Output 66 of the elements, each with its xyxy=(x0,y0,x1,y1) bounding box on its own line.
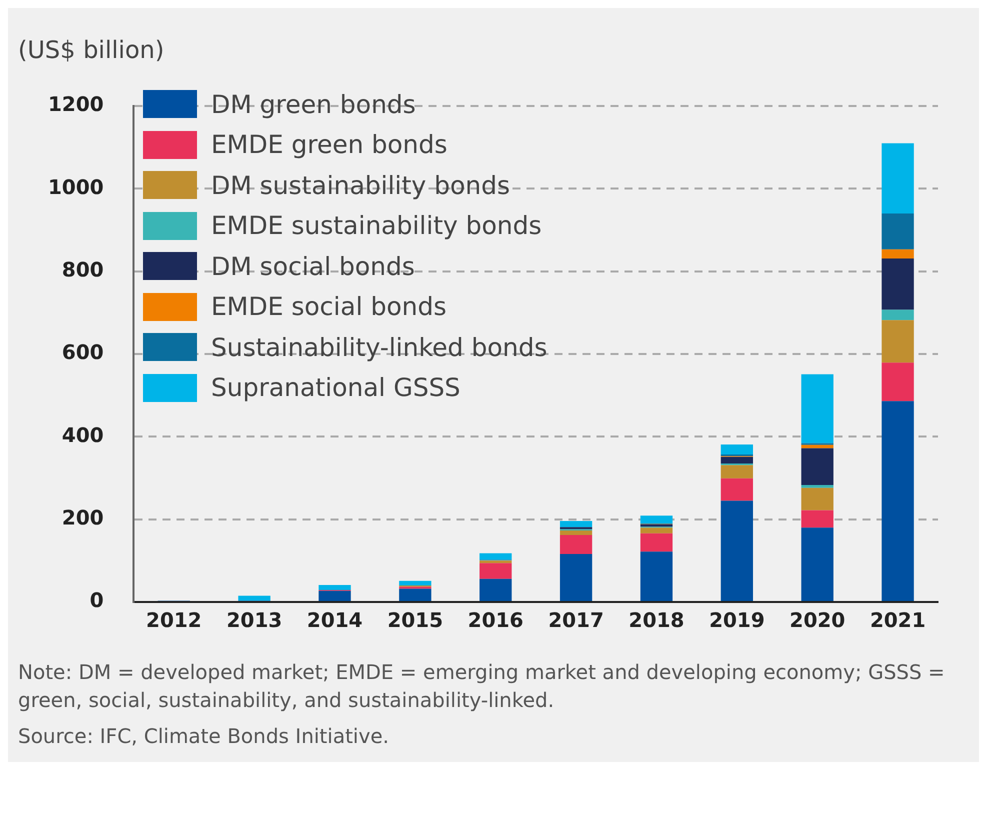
bar xyxy=(560,530,592,536)
y-tick-label: 1000 xyxy=(48,174,104,199)
bar xyxy=(560,520,592,528)
x-tick-label: 2014 xyxy=(306,608,363,632)
y-tick-label: 600 xyxy=(62,340,104,364)
x-tick-label: 2012 xyxy=(146,608,202,632)
bar xyxy=(882,213,914,250)
x-tick-label: 2019 xyxy=(709,608,765,632)
bar xyxy=(318,585,351,590)
y-tick-label: 1200 xyxy=(48,92,104,116)
chart-title: (US$ billion) xyxy=(17,35,166,64)
bar xyxy=(640,533,673,552)
bar xyxy=(882,320,914,363)
bar xyxy=(882,258,914,310)
bar xyxy=(399,588,432,601)
bar xyxy=(560,554,592,601)
bar xyxy=(560,535,592,554)
bar xyxy=(238,596,270,601)
bar xyxy=(801,374,834,444)
bar xyxy=(720,444,754,454)
y-tick-label: 0 xyxy=(90,588,104,612)
bar xyxy=(801,444,834,448)
bar xyxy=(801,485,834,488)
legend-label: EMDE green bonds xyxy=(211,130,448,160)
y-tick-label: 200 xyxy=(62,506,104,530)
bar xyxy=(801,488,834,510)
bar xyxy=(480,578,512,601)
bar xyxy=(480,560,512,564)
bar xyxy=(882,401,914,601)
x-tick-label: 2020 xyxy=(790,608,846,632)
bar xyxy=(640,524,673,527)
bar xyxy=(882,249,914,259)
bar xyxy=(640,528,673,534)
bar xyxy=(720,478,754,501)
y-tick-label: 400 xyxy=(62,422,104,447)
bar xyxy=(801,510,834,528)
x-tick-label: 2016 xyxy=(468,608,524,632)
bar xyxy=(882,143,914,214)
legend-label: Sustainability-linked bonds xyxy=(211,332,548,362)
bar xyxy=(720,465,754,478)
y-tick-label: 800 xyxy=(62,258,104,282)
bar xyxy=(801,448,834,486)
bar xyxy=(720,456,754,464)
x-tick-label: 2017 xyxy=(548,608,604,632)
legend-label: EMDE social bonds xyxy=(211,292,446,322)
bar xyxy=(882,310,914,320)
x-tick-label: 2021 xyxy=(870,608,926,632)
legend-label: DM social bonds xyxy=(211,252,415,281)
legend-label: DM sustainability bonds xyxy=(211,170,510,200)
text: Note: DM = developed market; EMDE = emerging market and developing economy; GSSS = green, social, sustainability, and sustainability-linked. xyxy=(18,659,946,714)
source-note: Source: IFC, Climate Bonds Initiative. xyxy=(18,723,390,750)
x-tick-label: 2018 xyxy=(628,608,684,632)
x-tick-label: 2013 xyxy=(226,608,282,632)
bar xyxy=(882,362,914,402)
bar xyxy=(399,580,432,586)
bar xyxy=(480,563,512,579)
legend-label: Supranational GSSS xyxy=(211,373,460,402)
bar xyxy=(318,590,351,601)
bar xyxy=(480,553,512,560)
x-tick-label: 2015 xyxy=(387,608,444,632)
bar xyxy=(640,516,673,524)
legend-label: DM green bonds xyxy=(211,90,416,119)
bar xyxy=(720,500,754,601)
bar xyxy=(801,528,834,601)
bar xyxy=(640,552,673,601)
legend-label: EMDE sustainability bonds xyxy=(211,211,542,240)
